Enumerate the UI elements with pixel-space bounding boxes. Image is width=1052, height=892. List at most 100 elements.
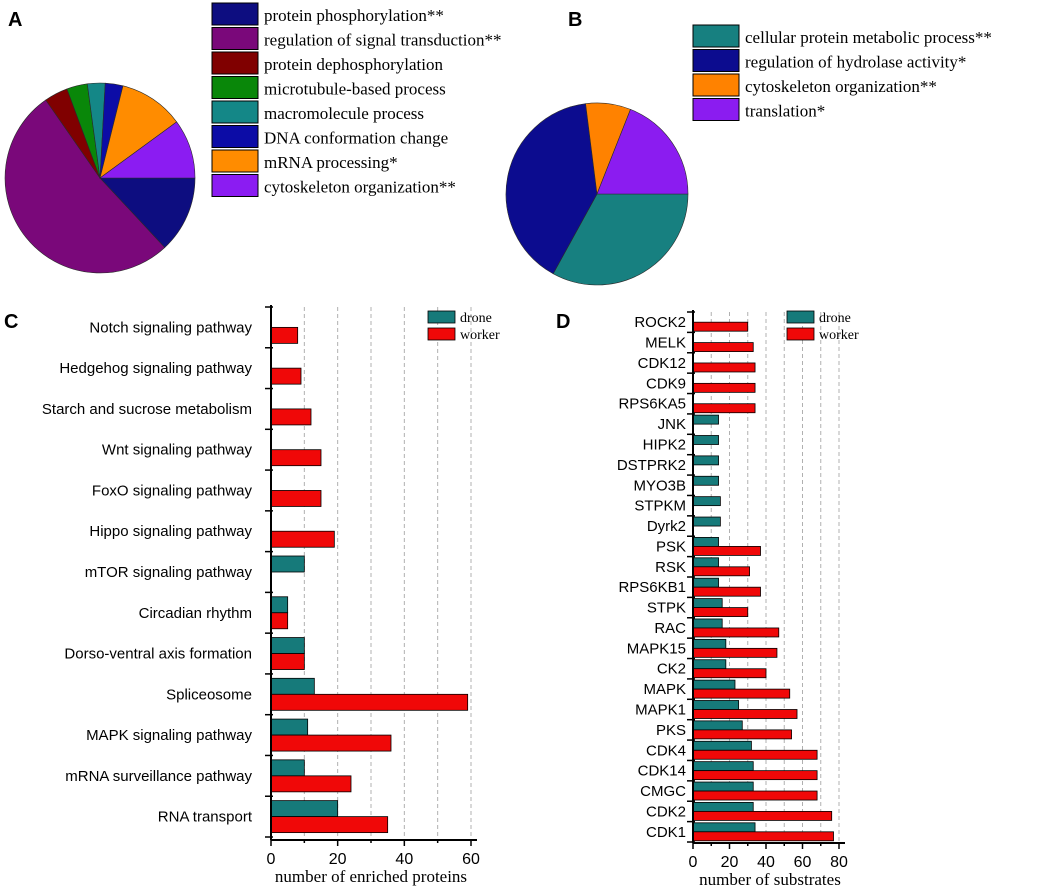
category-label: CDK1: [646, 824, 686, 841]
legend-label: macromolecule process: [264, 104, 424, 123]
bar-drone: [692, 475, 719, 486]
bar-drone: [270, 677, 315, 695]
category-label: MELK: [645, 335, 686, 352]
bar-drone: [692, 516, 721, 527]
category-label: HIPK2: [643, 437, 686, 454]
category-label: Notch signaling pathway: [89, 319, 252, 336]
bar-drone: [692, 577, 719, 588]
category-label: RPS6KB1: [618, 579, 686, 596]
pie-slice-cytoskeleton-organization: [99, 121, 196, 179]
category-label: STPKM: [634, 498, 686, 515]
category-label: MAPK1: [635, 702, 686, 719]
legend-label: cellular protein metabolic process**: [745, 28, 992, 47]
legend-label: mRNA processing*: [264, 153, 398, 172]
bar-worker: [692, 382, 756, 393]
legend-label: cytoskeleton organization**: [745, 77, 937, 96]
legend-swatch: [211, 27, 259, 50]
bar-drone: [692, 822, 756, 833]
x-tick-label: 20: [329, 851, 347, 868]
bar-drone: [270, 800, 339, 818]
category-label: CDK12: [638, 355, 686, 372]
category-label: CDK9: [646, 375, 686, 392]
category-label: Circadian rhythm: [139, 605, 252, 622]
legend-label: microtubule-based process: [264, 80, 446, 99]
bar-worker: [692, 811, 833, 821]
x-tick-label: 0: [689, 854, 698, 871]
legend-swatch: [211, 51, 259, 75]
bar-worker: [270, 449, 322, 467]
legend-label: protein phosphorylation**: [264, 6, 444, 25]
bar-drone: [692, 414, 719, 425]
bar-drone: [270, 759, 305, 777]
bar-worker: [270, 326, 299, 344]
x-tick-label: 40: [757, 854, 775, 871]
category-label: Dyrk2: [647, 518, 686, 535]
category-label: MAPK: [643, 681, 686, 698]
category-label: PSK: [656, 538, 686, 555]
panel-label-b: B: [568, 9, 582, 31]
bar-drone: [270, 637, 305, 654]
category-label: Hedgehog signaling pathway: [59, 360, 252, 377]
legend-swatch: [211, 76, 259, 99]
legend-swatch: [692, 49, 740, 72]
bar-worker: [270, 408, 312, 426]
bar-drone: [692, 618, 723, 629]
bar-worker: [692, 709, 798, 719]
legend-swatch: [692, 73, 740, 97]
bar-drone: [692, 496, 721, 507]
bar-worker: [692, 647, 778, 658]
legend-label-drone: drone: [460, 311, 492, 326]
legend-swatch: [211, 149, 259, 173]
bar-drone: [692, 740, 752, 751]
bar-worker: [270, 490, 322, 507]
legend-label-worker: worker: [460, 328, 500, 343]
pie-slice-mrna-processing: [99, 85, 178, 179]
category-label: PKS: [656, 722, 686, 739]
x-tick-label: 20: [721, 854, 739, 871]
bar-chart-c: Notch signaling pathway Hedgehog signalin…: [42, 305, 500, 886]
bar-worker: [270, 775, 352, 793]
bar-worker: [692, 790, 818, 801]
bar-drone: [270, 718, 309, 736]
bar-worker: [270, 816, 389, 834]
bar-drone: [692, 761, 754, 772]
category-label: FoxO signaling pathway: [92, 482, 253, 499]
bar-drone: [692, 557, 719, 568]
legend-swatch: [211, 174, 259, 197]
pie-chart-a: [4, 82, 196, 274]
bar-worker: [692, 546, 761, 556]
pie-slice-translation: [596, 109, 689, 195]
legend-a: protein phosphorylation** regulation of s…: [211, 2, 501, 197]
bar-drone: [270, 555, 305, 573]
bar-worker: [270, 653, 305, 670]
bar-worker: [270, 612, 289, 630]
bar-chart-d: ROCK2 MELK CDK12 CDK9 RPS6KA5 JNK HIPK2 DSTPRK2…: [617, 310, 859, 889]
legend-b: cellular protein metabolic process** regu…: [692, 24, 992, 121]
category-label: CDK2: [646, 803, 686, 820]
legend-swatch: [692, 98, 740, 121]
bar-drone: [692, 598, 723, 608]
pie-chart-b: [505, 102, 689, 286]
category-label: CMGC: [640, 783, 686, 800]
bar-worker: [692, 342, 754, 352]
category-label: JNK: [658, 416, 686, 433]
bar-drone: [692, 720, 743, 731]
x-axis-label: number of enriched proteins: [275, 867, 467, 886]
legend-swatch-drone: [427, 310, 456, 324]
legend-swatch-worker: [427, 327, 456, 341]
category-label: ROCK2: [634, 314, 686, 331]
legend-label: cytoskeleton organization**: [264, 178, 456, 197]
bar-worker: [692, 362, 756, 373]
bar-worker: [692, 729, 792, 740]
category-label: RPS6KA5: [618, 396, 686, 413]
x-tick-label: 60: [462, 851, 480, 868]
pie-slice-protein-phosphorylation: [99, 177, 196, 248]
category-label: RSK: [655, 559, 686, 576]
legend-swatch: [211, 125, 259, 148]
bar-drone: [692, 537, 719, 547]
category-label: CDK14: [638, 763, 686, 780]
category-label: RNA transport: [158, 809, 253, 826]
legend-swatch-drone: [786, 310, 815, 324]
category-label: MAPK15: [627, 640, 686, 657]
